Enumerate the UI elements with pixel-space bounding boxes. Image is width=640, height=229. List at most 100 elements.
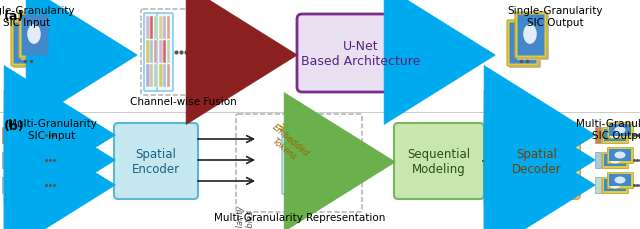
Ellipse shape: [609, 182, 621, 189]
Ellipse shape: [17, 157, 28, 164]
FancyBboxPatch shape: [21, 15, 53, 61]
Bar: [159, 41, 163, 64]
Bar: [166, 41, 170, 64]
Bar: [150, 65, 154, 88]
FancyBboxPatch shape: [193, 14, 209, 92]
Text: Embedded
Tokens: Embedded Tokens: [264, 123, 311, 166]
Bar: [15, 172, 41, 188]
Bar: [595, 128, 601, 143]
Ellipse shape: [609, 132, 621, 139]
Ellipse shape: [28, 25, 41, 45]
Bar: [163, 41, 166, 64]
Bar: [199, 17, 202, 40]
Bar: [609, 174, 631, 186]
Ellipse shape: [22, 152, 33, 159]
Ellipse shape: [22, 177, 33, 184]
FancyBboxPatch shape: [507, 21, 539, 67]
Text: Spatial
Decoder: Spatial Decoder: [512, 147, 562, 175]
Ellipse shape: [17, 132, 28, 139]
Bar: [607, 123, 633, 139]
Ellipse shape: [614, 127, 625, 134]
Bar: [159, 17, 163, 40]
Bar: [2, 177, 8, 193]
Text: Single-Granularity
SIC Input: Single-Granularity SIC Input: [0, 6, 75, 27]
Text: Multi-Granularity
SIC Input: Multi-Granularity SIC Input: [8, 118, 97, 140]
Bar: [9, 153, 35, 169]
Bar: [163, 65, 166, 88]
Bar: [2, 128, 8, 143]
FancyBboxPatch shape: [509, 23, 541, 69]
FancyBboxPatch shape: [517, 15, 549, 61]
Bar: [607, 173, 633, 189]
Bar: [609, 124, 631, 136]
Bar: [146, 65, 150, 88]
Bar: [607, 123, 633, 138]
Bar: [602, 177, 628, 193]
FancyBboxPatch shape: [11, 21, 43, 67]
Bar: [602, 128, 628, 143]
Bar: [15, 148, 41, 164]
Bar: [595, 152, 601, 168]
Text: Multi-Granularity
SIC Output: Multi-Granularity SIC Output: [575, 118, 640, 140]
Bar: [199, 65, 202, 88]
Bar: [199, 41, 202, 64]
Bar: [604, 129, 626, 141]
Bar: [284, 141, 309, 150]
FancyBboxPatch shape: [494, 123, 580, 199]
Bar: [9, 178, 35, 194]
Ellipse shape: [17, 182, 28, 189]
FancyBboxPatch shape: [157, 14, 173, 92]
FancyBboxPatch shape: [144, 14, 160, 92]
Bar: [9, 128, 35, 143]
Bar: [607, 172, 633, 188]
FancyBboxPatch shape: [13, 23, 40, 64]
Bar: [195, 41, 198, 64]
Bar: [166, 17, 170, 40]
FancyBboxPatch shape: [19, 13, 51, 59]
FancyBboxPatch shape: [282, 128, 311, 194]
Ellipse shape: [19, 33, 33, 53]
Bar: [602, 178, 628, 194]
Bar: [9, 177, 35, 193]
Bar: [203, 41, 206, 64]
Bar: [609, 149, 631, 161]
Bar: [284, 181, 309, 190]
FancyBboxPatch shape: [13, 23, 45, 69]
Bar: [146, 17, 150, 40]
Bar: [284, 131, 309, 140]
Bar: [15, 123, 41, 139]
Bar: [607, 148, 633, 164]
Bar: [602, 152, 628, 168]
Ellipse shape: [614, 177, 625, 184]
FancyBboxPatch shape: [515, 13, 547, 59]
Bar: [17, 149, 39, 161]
Bar: [150, 41, 154, 64]
Bar: [195, 65, 198, 88]
Bar: [15, 147, 41, 163]
FancyBboxPatch shape: [518, 15, 545, 56]
Bar: [9, 152, 35, 168]
FancyBboxPatch shape: [509, 23, 536, 64]
Bar: [203, 17, 206, 40]
Bar: [595, 177, 601, 193]
Text: U-Net
Based Architecture: U-Net Based Architecture: [301, 40, 420, 68]
Text: (a): (a): [4, 10, 24, 23]
Ellipse shape: [609, 157, 621, 164]
Bar: [602, 153, 628, 169]
Bar: [604, 179, 626, 191]
Ellipse shape: [22, 127, 33, 134]
Bar: [11, 179, 33, 191]
Bar: [9, 128, 35, 144]
Ellipse shape: [614, 152, 625, 159]
Ellipse shape: [515, 33, 529, 53]
Ellipse shape: [524, 25, 537, 45]
Text: Single-Granularity
SIC Output: Single-Granularity SIC Output: [508, 6, 603, 27]
Text: Channel-wise Fusion: Channel-wise Fusion: [130, 97, 236, 106]
Bar: [146, 41, 150, 64]
Bar: [284, 161, 309, 170]
FancyBboxPatch shape: [394, 123, 484, 199]
Text: Spatial
Encoder: Spatial Encoder: [132, 147, 180, 175]
Bar: [11, 154, 33, 166]
Bar: [602, 128, 628, 144]
Bar: [150, 17, 154, 40]
